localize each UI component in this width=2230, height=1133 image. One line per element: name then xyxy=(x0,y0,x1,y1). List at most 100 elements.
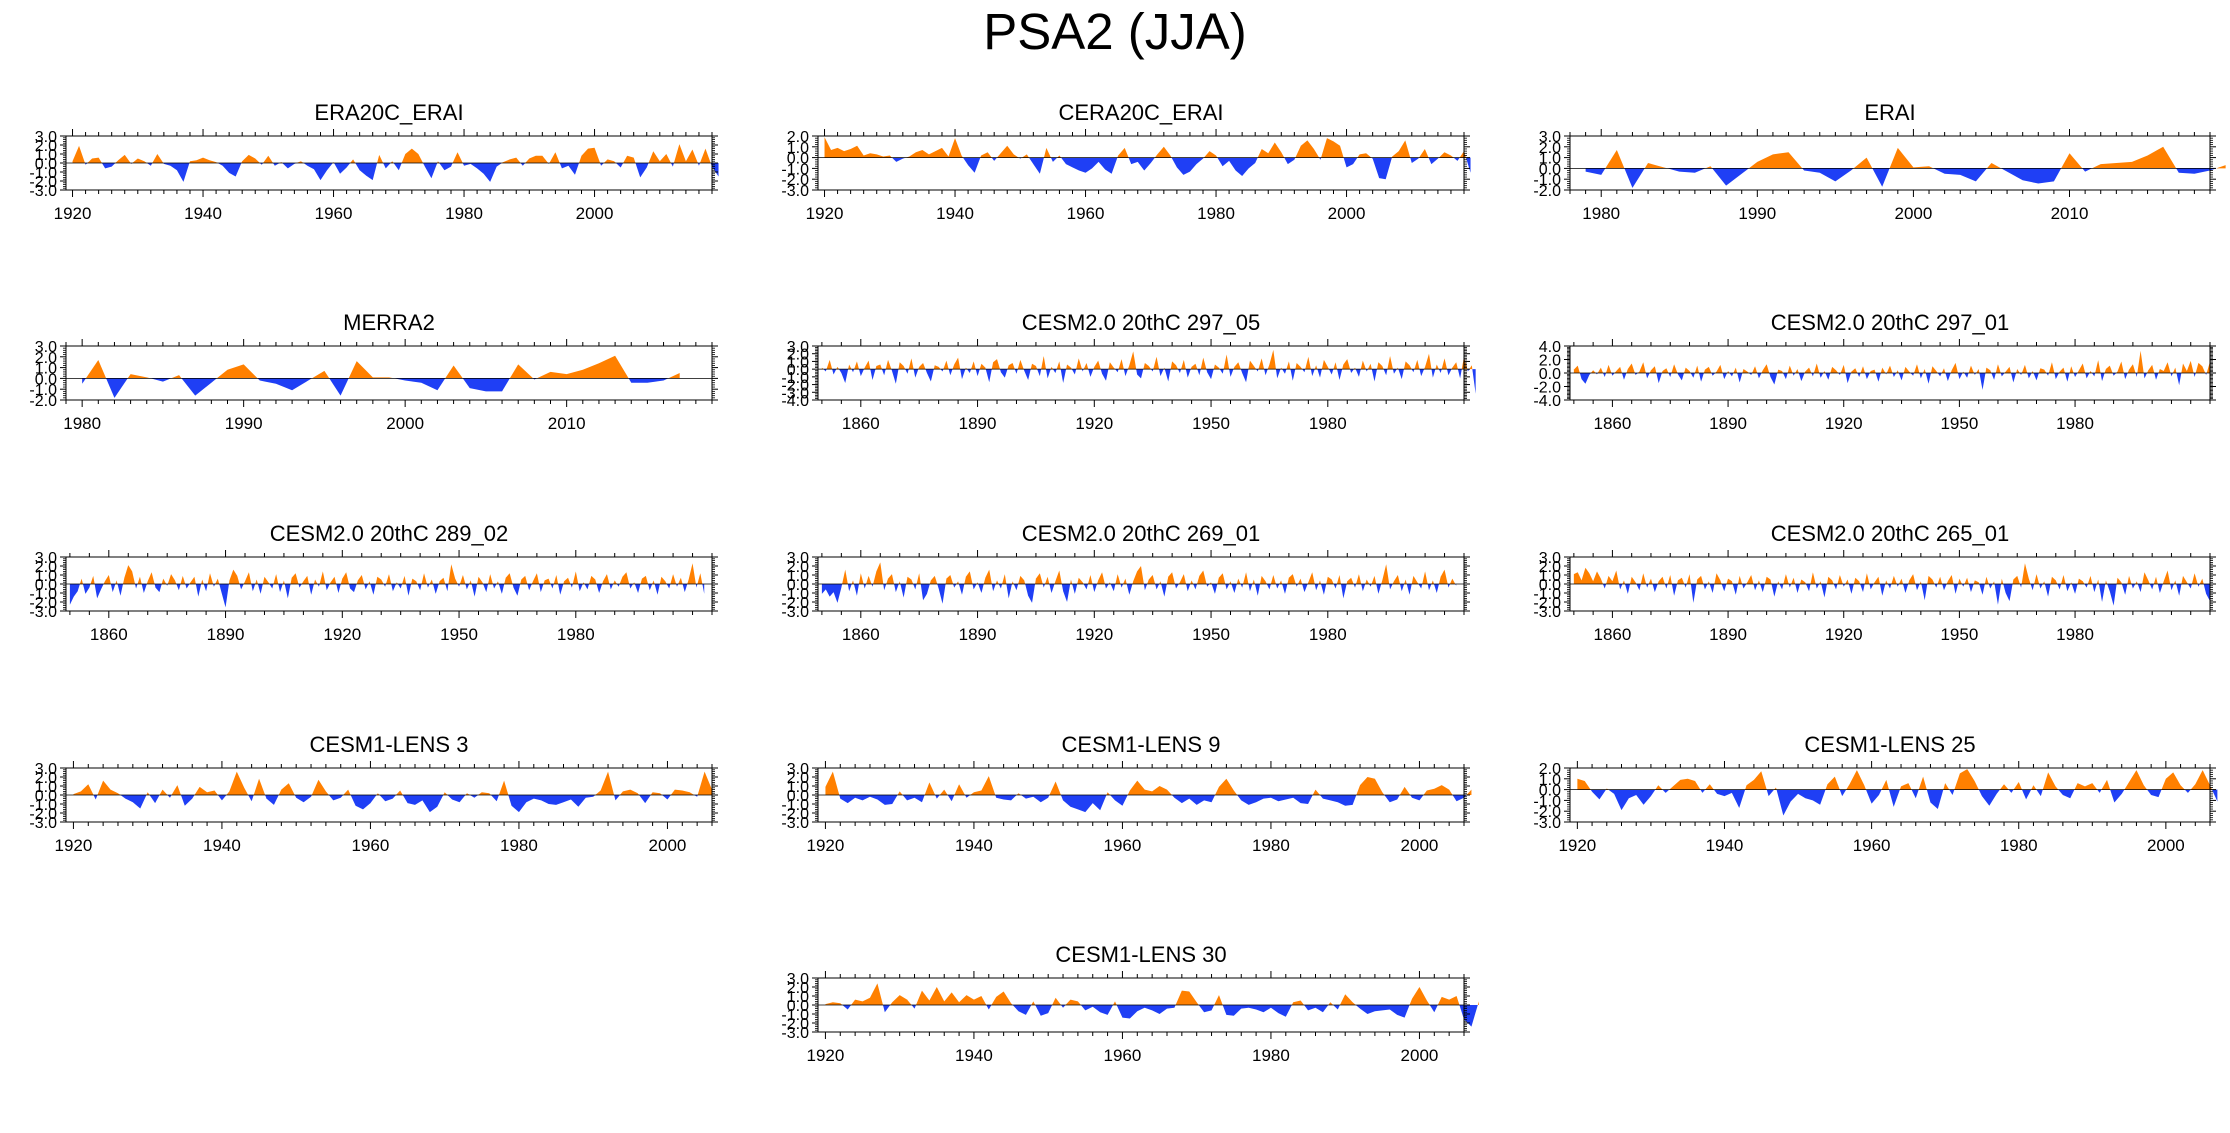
positive-anomaly-area xyxy=(1333,362,1338,370)
positive-anomaly-area xyxy=(2095,360,2101,373)
positive-anomaly-area xyxy=(2161,772,2185,790)
negative-anomaly-area xyxy=(1240,369,1249,383)
negative-anomaly-area xyxy=(2121,584,2128,595)
negative-anomaly-area xyxy=(1585,168,1606,175)
y-tick-label: -4.0 xyxy=(1533,393,1561,410)
positive-anomaly-area xyxy=(189,157,218,163)
positive-anomaly-area xyxy=(939,789,948,795)
negative-anomaly-area xyxy=(269,584,274,589)
negative-anomaly-area xyxy=(1419,369,1425,377)
positive-anomaly-area xyxy=(1257,142,1285,158)
negative-anomaly-area xyxy=(257,584,263,594)
positive-anomaly-area xyxy=(1899,578,1904,584)
positive-anomaly-area xyxy=(980,152,992,158)
positive-anomaly-area xyxy=(1404,579,1407,584)
negative-anomaly-area xyxy=(1467,369,1470,372)
positive-anomaly-area xyxy=(2061,575,2066,584)
positive-anomaly-area xyxy=(886,574,895,584)
positive-anomaly-area xyxy=(824,137,892,158)
positive-anomaly-area xyxy=(602,574,610,584)
positive-anomaly-area xyxy=(996,145,1019,158)
positive-anomaly-area xyxy=(103,575,111,584)
positive-anomaly-area xyxy=(2089,370,2092,373)
positive-anomaly-area xyxy=(995,580,999,584)
positive-anomaly-area xyxy=(1422,571,1428,584)
positive-anomaly-area xyxy=(132,158,147,163)
positive-anomaly-area xyxy=(1045,576,1050,584)
positive-anomaly-area xyxy=(501,157,521,163)
positive-anomaly-area xyxy=(1850,368,1858,373)
positive-anomaly-area xyxy=(1903,366,1911,373)
negative-anomaly-area xyxy=(2008,789,2014,793)
negative-anomaly-area xyxy=(2203,584,2210,602)
negative-anomaly-area xyxy=(1193,584,1198,590)
negative-anomaly-area xyxy=(1350,369,1354,373)
negative-anomaly-area xyxy=(1603,373,1606,378)
negative-anomaly-area xyxy=(1872,168,1890,187)
positive-anomaly-area xyxy=(1030,363,1038,370)
negative-anomaly-area xyxy=(1979,584,1985,595)
x-tick-label: 1960 xyxy=(1853,836,1891,855)
y-tick-label: -1.0 xyxy=(781,370,809,387)
positive-anomaly-area xyxy=(1737,575,1743,584)
positive-anomaly-area xyxy=(1707,581,1710,584)
negative-anomaly-area xyxy=(1406,584,1412,595)
negative-anomaly-area xyxy=(273,163,280,166)
y-tick-label: 2.0 xyxy=(35,559,57,576)
negative-anomaly-area xyxy=(325,584,330,591)
positive-anomaly-area xyxy=(348,361,395,379)
negative-anomaly-area xyxy=(1266,584,1271,590)
negative-anomaly-area xyxy=(1035,1005,1053,1016)
panel-cesm1-lens-3: CESM1-LENS 3 3.02.01.00.0-1.0-2.0-3.0 1920… xyxy=(29,732,718,855)
negative-anomaly-area xyxy=(498,584,505,594)
negative-anomaly-area xyxy=(2098,584,2106,602)
negative-anomaly-area xyxy=(1865,373,1870,380)
negative-anomaly-area xyxy=(181,378,217,396)
negative-anomaly-area xyxy=(336,584,341,593)
positive-anomaly-area xyxy=(2031,785,2037,790)
positive-anomaly-area xyxy=(1577,778,1591,790)
positive-anomaly-area xyxy=(1783,574,1789,584)
positive-anomaly-area xyxy=(1644,163,1668,169)
positive-anomaly-area xyxy=(1976,368,1980,373)
positive-anomaly-area xyxy=(1694,365,1699,373)
positive-anomaly-area xyxy=(1927,575,1935,584)
positive-anomaly-area xyxy=(1356,777,1385,795)
positive-anomaly-area xyxy=(401,148,424,163)
x-tick-label: 1920 xyxy=(807,836,845,855)
negative-anomaly-area xyxy=(1429,1005,1438,1013)
negative-anomaly-area xyxy=(1110,795,1128,806)
positive-anomaly-area xyxy=(1178,574,1187,584)
x-tick-label: 1860 xyxy=(842,625,880,644)
negative-anomaly-area xyxy=(1783,373,1788,380)
negative-anomaly-area xyxy=(1037,369,1042,377)
negative-anomaly-area xyxy=(881,369,886,376)
positive-anomaly-area xyxy=(2004,366,2012,373)
negative-anomaly-area xyxy=(2054,373,2059,380)
negative-anomaly-area xyxy=(1732,584,1738,595)
y-tick-label: 2.0 xyxy=(35,770,57,787)
negative-anomaly-area xyxy=(1652,584,1658,593)
negative-anomaly-area xyxy=(1061,584,1071,602)
positive-anomaly-area xyxy=(343,789,351,795)
positive-anomaly-area xyxy=(1873,576,1880,584)
positive-anomaly-area xyxy=(873,562,884,584)
negative-anomaly-area xyxy=(1842,584,1846,587)
positive-anomaly-area xyxy=(979,363,986,370)
positive-anomaly-area xyxy=(875,364,882,370)
negative-anomaly-area xyxy=(2036,789,2043,797)
positive-anomaly-area xyxy=(255,579,258,584)
negative-anomaly-area xyxy=(1433,584,1439,593)
positive-anomaly-area xyxy=(916,573,921,584)
positive-anomaly-area xyxy=(956,581,959,584)
positive-anomaly-area xyxy=(2031,370,2034,373)
x-tick-label: 2000 xyxy=(576,204,614,223)
positive-anomaly-area xyxy=(377,154,384,163)
positive-anomaly-area xyxy=(1449,578,1456,584)
positive-anomaly-area xyxy=(918,362,926,370)
negative-anomaly-area xyxy=(991,584,996,592)
positive-anomaly-area xyxy=(536,355,629,379)
positive-anomaly-area xyxy=(278,783,295,795)
negative-anomaly-area xyxy=(426,584,430,588)
panel-erai: ERAI 3.02.01.00.0-1.0-2.0 1980 1990 2000 2010 xyxy=(1533,100,2226,223)
